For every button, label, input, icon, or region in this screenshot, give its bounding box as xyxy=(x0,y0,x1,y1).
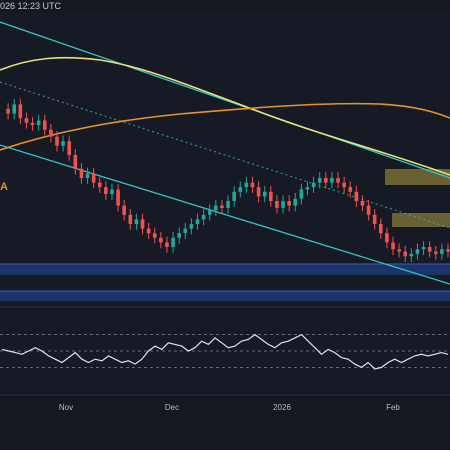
x-tick-label: 2026 xyxy=(273,403,291,412)
candle-body xyxy=(317,178,322,183)
candle-body xyxy=(348,187,353,192)
candle-body xyxy=(171,237,175,247)
support-zone-upper xyxy=(0,264,450,275)
candle-body xyxy=(201,214,206,220)
channel-mid-line xyxy=(0,81,450,229)
candle-body xyxy=(269,191,273,201)
candle-body xyxy=(110,189,114,195)
candle-body xyxy=(67,141,72,155)
rsi-line xyxy=(1,333,449,370)
candle-body xyxy=(336,178,340,183)
candle-body xyxy=(134,219,139,224)
candle-body xyxy=(140,219,145,229)
candle-body xyxy=(24,118,29,123)
candle-body xyxy=(91,173,96,183)
candle-body xyxy=(421,247,426,250)
candle-body xyxy=(409,253,414,257)
candle-body xyxy=(238,187,243,192)
candle-body xyxy=(385,233,389,243)
candle-body xyxy=(354,191,359,201)
top-strip xyxy=(0,0,450,12)
candle-body xyxy=(122,205,126,215)
candle-body xyxy=(342,182,346,188)
candle-body xyxy=(61,141,65,146)
candle-body xyxy=(159,237,163,243)
candle-body xyxy=(195,219,200,224)
candle-body xyxy=(116,189,120,206)
candle-body xyxy=(79,168,84,178)
candle-body xyxy=(262,191,267,197)
x-tick-label: Nov xyxy=(59,403,73,412)
candle-body xyxy=(73,155,78,169)
candle-body xyxy=(403,251,408,257)
candle-body xyxy=(305,187,310,190)
candle-body xyxy=(207,210,212,215)
candle-body xyxy=(146,228,151,234)
candle-body xyxy=(446,249,450,252)
candle-body xyxy=(324,178,328,183)
candle-body xyxy=(226,201,230,208)
candle-body xyxy=(104,187,108,195)
timestamp-label: 026 12:23 UTC xyxy=(0,1,62,11)
candle-body xyxy=(165,242,169,247)
candle-body xyxy=(49,129,53,137)
candle-body xyxy=(183,228,188,234)
candle-body xyxy=(311,182,316,188)
x-tick-label: Feb xyxy=(386,403,400,412)
candle-body xyxy=(250,182,255,188)
candle-body xyxy=(366,205,371,215)
candle-body xyxy=(189,224,194,229)
candle-body xyxy=(299,189,304,199)
ma-orange-line xyxy=(0,102,450,151)
candle-body xyxy=(287,201,291,206)
candle-body xyxy=(220,205,224,208)
candle-body xyxy=(330,178,334,183)
main-panel xyxy=(0,12,450,305)
candle-body xyxy=(244,182,249,188)
ma-legend-label: A xyxy=(0,181,8,193)
x-tick-label: Dec xyxy=(165,403,179,412)
candle-body xyxy=(55,136,59,146)
candle-body xyxy=(415,249,420,254)
candle-body xyxy=(177,233,181,238)
resistance-zone-lower xyxy=(392,213,450,227)
candle-body xyxy=(36,120,41,126)
candle-body xyxy=(360,201,365,206)
candle-body xyxy=(391,242,395,250)
candle-body xyxy=(42,120,47,130)
candle-body xyxy=(378,224,383,234)
channel-upper-line xyxy=(0,21,450,179)
candle-body xyxy=(214,205,218,211)
candle-body xyxy=(18,104,23,119)
candle-body xyxy=(427,247,432,252)
candle-body xyxy=(97,182,102,188)
candle-body xyxy=(6,109,10,114)
candle-body xyxy=(152,233,157,238)
candle-body xyxy=(256,187,261,197)
candle-body xyxy=(128,214,133,224)
ma-yellow-line xyxy=(0,56,450,176)
candle-body xyxy=(293,198,298,206)
candle-body xyxy=(30,122,35,126)
candle-body xyxy=(12,104,17,114)
candle-body xyxy=(397,249,401,252)
candle-body xyxy=(275,201,279,208)
candle-body xyxy=(372,214,377,224)
candle-body xyxy=(440,249,444,254)
candle-body xyxy=(433,251,438,254)
candle-body xyxy=(232,191,236,201)
candle-body xyxy=(85,173,90,178)
support-zone-lower xyxy=(0,291,450,301)
candle-body xyxy=(281,201,285,208)
